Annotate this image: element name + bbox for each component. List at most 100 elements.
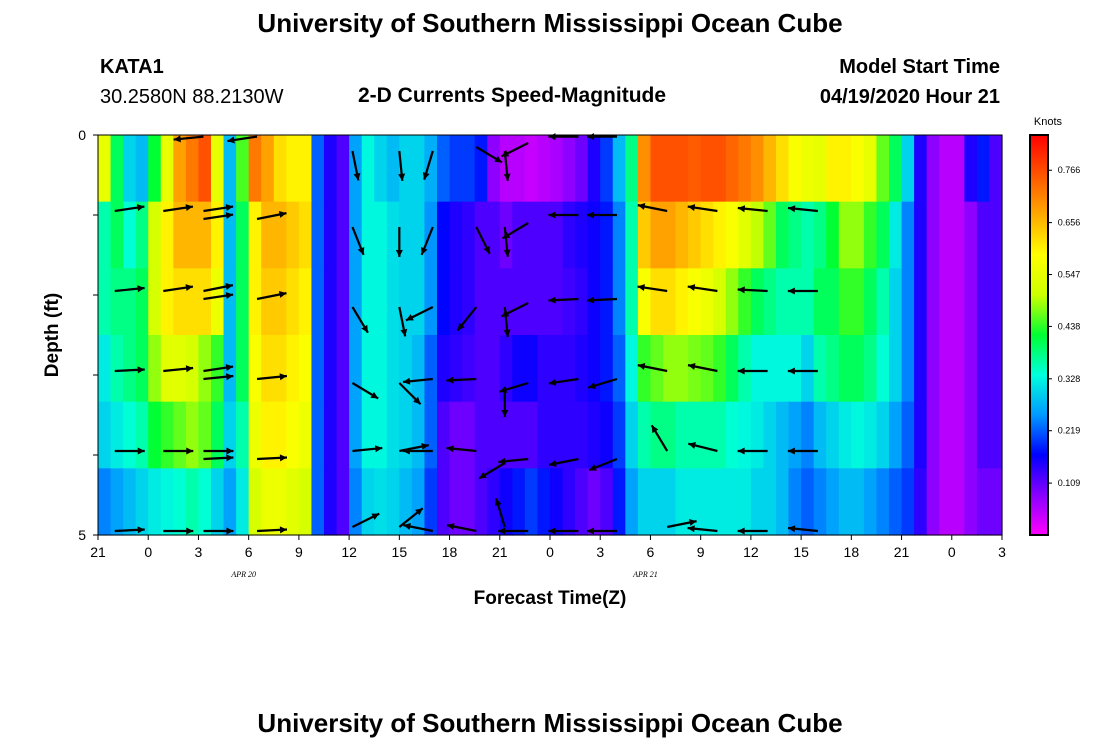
heatmap-cell bbox=[411, 268, 426, 336]
x-tick-label: 9 bbox=[697, 544, 705, 560]
heatmap-cell bbox=[838, 201, 852, 269]
heatmap-cell bbox=[889, 268, 903, 336]
heatmap-cell bbox=[437, 468, 451, 536]
heatmap-cell bbox=[650, 201, 664, 269]
heatmap-cell bbox=[449, 135, 463, 203]
current-arrow bbox=[586, 211, 617, 219]
date-label: APR 20 bbox=[230, 570, 256, 579]
current-arrow bbox=[498, 527, 529, 535]
heatmap-cell bbox=[211, 201, 225, 269]
heatmap-cell bbox=[989, 268, 1003, 336]
heatmap-cell bbox=[135, 201, 149, 269]
heatmap-cell bbox=[826, 335, 840, 403]
page-title: University of Southern Mississippi Ocean… bbox=[257, 8, 843, 38]
heatmap-cell bbox=[813, 468, 827, 536]
heatmap-cell bbox=[876, 135, 890, 203]
heatmap-cell bbox=[236, 401, 250, 469]
heatmap-cell bbox=[537, 201, 551, 269]
current-arrow bbox=[548, 211, 579, 219]
current-arrow bbox=[402, 377, 433, 385]
heatmap-cell bbox=[198, 135, 212, 203]
heatmap-cell bbox=[562, 401, 576, 469]
heatmap-cell bbox=[110, 201, 124, 269]
heatmap-cell bbox=[273, 401, 287, 469]
heatmap-cell bbox=[324, 335, 338, 403]
heatmap-cell bbox=[964, 335, 978, 403]
heatmap-cell bbox=[813, 401, 827, 469]
heatmap-cell bbox=[587, 201, 601, 269]
heatmap-cell bbox=[976, 268, 991, 336]
heatmap-cell bbox=[424, 268, 438, 336]
current-arrow bbox=[203, 364, 234, 373]
x-tick-label: 3 bbox=[195, 544, 203, 560]
current-arrow bbox=[787, 205, 818, 213]
heatmap-cell bbox=[951, 335, 965, 403]
heatmap-cell bbox=[512, 468, 526, 536]
heatmap-cell bbox=[863, 468, 878, 536]
heatmap-cell bbox=[763, 268, 777, 336]
heatmap-cell bbox=[349, 468, 363, 536]
heatmap-cell bbox=[223, 268, 237, 336]
heatmap-cell bbox=[951, 468, 965, 536]
heatmap-cell bbox=[110, 401, 124, 469]
heatmap-cell bbox=[424, 468, 438, 536]
current-arrow bbox=[637, 284, 668, 293]
heatmap-cell bbox=[587, 335, 601, 403]
heatmap-cell bbox=[926, 135, 940, 203]
heatmap-cell bbox=[964, 268, 978, 336]
heatmap-cell bbox=[663, 401, 677, 469]
heatmap-cell bbox=[939, 201, 953, 269]
heatmap-cell bbox=[863, 268, 878, 336]
heatmap-cell bbox=[286, 401, 300, 469]
heatmap-cell bbox=[725, 335, 739, 403]
heatmap-cell bbox=[537, 401, 551, 469]
heatmap-cell bbox=[600, 201, 614, 269]
station-coords: 30.2580N 88.2130W bbox=[100, 86, 284, 108]
heatmap-cell bbox=[901, 201, 915, 269]
heatmap-cell bbox=[524, 335, 539, 403]
heatmap-cell bbox=[474, 335, 488, 403]
heatmap-cell bbox=[889, 335, 903, 403]
heatmap-cell bbox=[951, 268, 965, 336]
heatmap-cell bbox=[776, 401, 790, 469]
heatmap-cell bbox=[462, 468, 476, 536]
heatmap-cell bbox=[650, 268, 664, 336]
colorbar-tick-label: 0.547 bbox=[1058, 270, 1081, 280]
colorbar-tick-label: 0.766 bbox=[1058, 165, 1081, 175]
heatmap-cell bbox=[663, 135, 677, 203]
current-arrow bbox=[494, 497, 506, 528]
heatmap-cell bbox=[349, 335, 363, 403]
heatmap-cell bbox=[236, 268, 250, 336]
current-arrow bbox=[114, 366, 145, 374]
current-arrow bbox=[737, 286, 768, 294]
current-arrow bbox=[114, 526, 145, 534]
heatmap-cell bbox=[989, 335, 1003, 403]
heatmap-cell bbox=[411, 201, 426, 269]
current-arrow bbox=[446, 445, 477, 453]
current-arrow bbox=[256, 526, 288, 534]
current-arrow bbox=[787, 367, 818, 375]
heatmap-cell bbox=[939, 401, 953, 469]
heatmap-cell bbox=[788, 335, 802, 403]
heatmap-cell bbox=[248, 201, 262, 269]
heatmap-cell bbox=[713, 268, 727, 336]
heatmap-cell bbox=[600, 335, 614, 403]
heatmap-cell bbox=[424, 135, 438, 203]
heatmap-cell bbox=[776, 335, 790, 403]
model-start-value: 04/19/2020 Hour 21 bbox=[819, 86, 1000, 108]
heatmap-cell bbox=[261, 401, 275, 469]
heatmap-cell bbox=[663, 268, 677, 336]
heatmap-cell bbox=[826, 268, 840, 336]
current-arrow bbox=[587, 377, 618, 389]
current-arrow bbox=[351, 382, 379, 400]
heatmap-cell bbox=[801, 268, 815, 336]
current-arrow bbox=[475, 226, 491, 255]
current-arrow bbox=[351, 512, 380, 528]
current-arrow bbox=[586, 527, 617, 535]
heatmap-cell bbox=[663, 201, 677, 269]
current-arrow bbox=[163, 284, 194, 293]
heatmap-cell bbox=[399, 401, 413, 469]
heatmap-cell bbox=[914, 135, 928, 203]
heatmap-cell bbox=[437, 335, 451, 403]
heatmap-cell bbox=[98, 468, 112, 536]
